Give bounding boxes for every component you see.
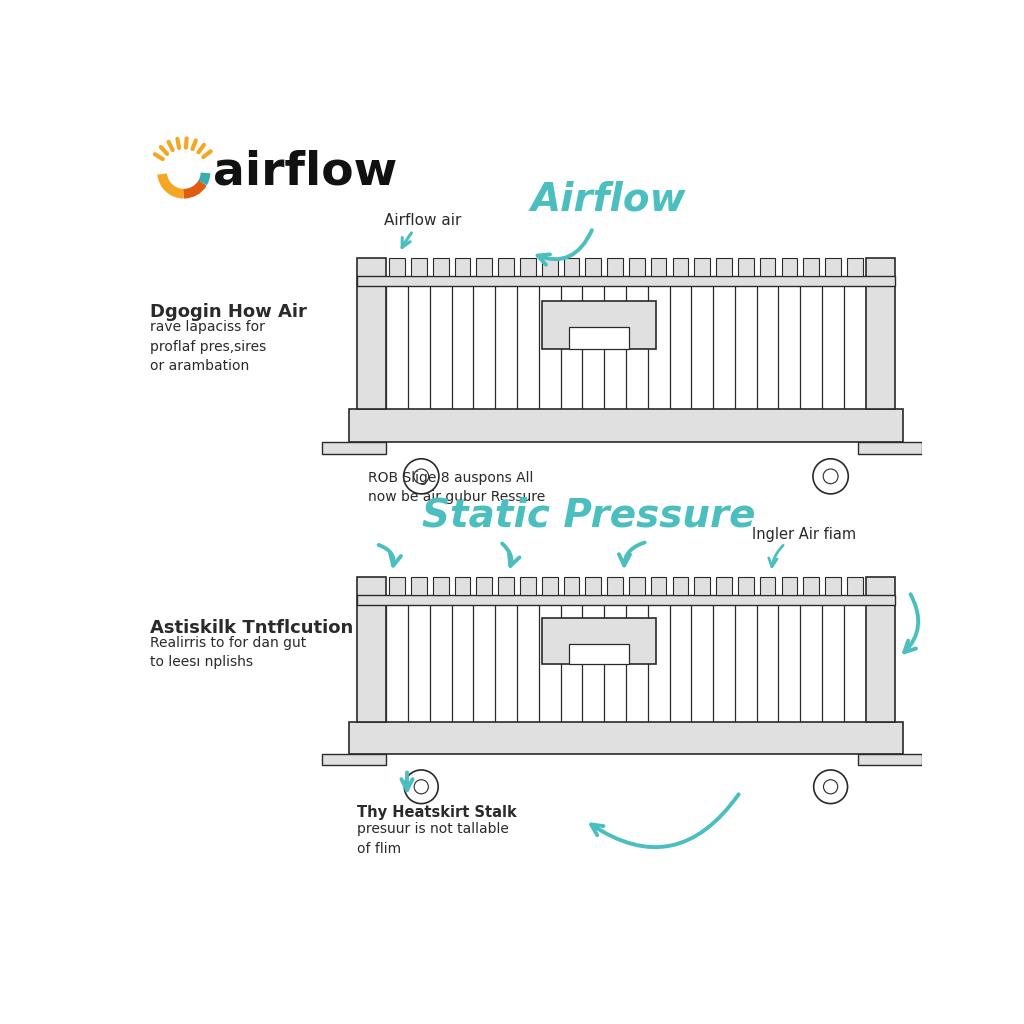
Circle shape [403,459,439,494]
Bar [411,258,427,276]
Bar [356,258,386,410]
Bar [607,578,623,595]
Bar [568,327,630,348]
Bar [738,578,754,595]
Circle shape [813,459,848,494]
Circle shape [414,469,429,483]
Bar [542,300,655,348]
Bar [356,276,895,287]
Bar [520,258,536,276]
Bar [847,258,862,276]
Bar [356,578,386,722]
Text: Astiskilk Tntflcution: Astiskilk Tntflcution [150,618,353,637]
Bar [386,268,865,410]
Text: Dgogin How Air: Dgogin How Air [150,303,306,322]
Bar [760,578,775,595]
Text: ROB Slige 8 auspons All
now be air gubur Ressure: ROB Slige 8 auspons All now be air gubur… [369,471,546,505]
Bar [857,755,923,765]
Bar [825,578,841,595]
Bar [651,578,667,595]
Bar [356,595,895,604]
Bar [586,258,601,276]
Text: Thy Heatskirt Stalk: Thy Heatskirt Stalk [356,805,516,820]
Bar [716,258,732,276]
Bar [760,258,775,276]
Text: rave lapaciss for
proflaf pres,sires
or arambation: rave lapaciss for proflaf pres,sires or … [150,319,266,373]
Bar [629,578,645,595]
Bar [389,578,404,595]
Bar [455,578,470,595]
Bar [607,258,623,276]
Text: Airflow: Airflow [530,180,686,218]
Bar [781,258,798,276]
Bar [803,578,819,595]
Bar [803,258,819,276]
Bar [499,258,514,276]
Bar [476,578,493,595]
Text: Ingler Air fiam: Ingler Air fiam [752,526,856,542]
Bar [542,578,557,595]
Bar [322,442,386,454]
Bar [348,410,903,442]
Bar [563,578,580,595]
Circle shape [823,779,838,794]
Bar [673,578,688,595]
Bar [825,258,841,276]
Bar [629,258,645,276]
Bar [520,578,536,595]
Bar [411,578,427,595]
Bar [694,258,710,276]
Bar [476,258,493,276]
Text: Airflow air: Airflow air [384,213,461,227]
Bar [322,755,386,765]
Bar [348,722,903,755]
Bar [568,644,630,665]
Bar [781,578,798,595]
Bar [386,587,865,722]
Bar [857,442,923,454]
Bar [847,578,862,595]
Bar [716,578,732,595]
Bar [433,578,449,595]
Circle shape [814,770,848,804]
Bar [651,258,667,276]
Circle shape [414,779,428,794]
Bar [542,618,655,665]
Text: Static Pressure: Static Pressure [422,496,756,535]
Bar [433,258,449,276]
Bar [865,578,895,722]
Bar [694,578,710,595]
Bar [563,258,580,276]
Bar [673,258,688,276]
Bar [865,258,895,410]
Bar [542,258,557,276]
Circle shape [823,469,838,483]
Text: Realirris to for dan gut
to leesı nplishs: Realirris to for dan gut to leesı nplish… [150,636,306,670]
Bar [499,578,514,595]
Circle shape [404,770,438,804]
Bar [389,258,404,276]
Bar [586,578,601,595]
Text: airflow: airflow [213,150,397,195]
Text: presuur is not tallable
of flim: presuur is not tallable of flim [356,822,509,855]
Bar [455,258,470,276]
Bar [738,258,754,276]
